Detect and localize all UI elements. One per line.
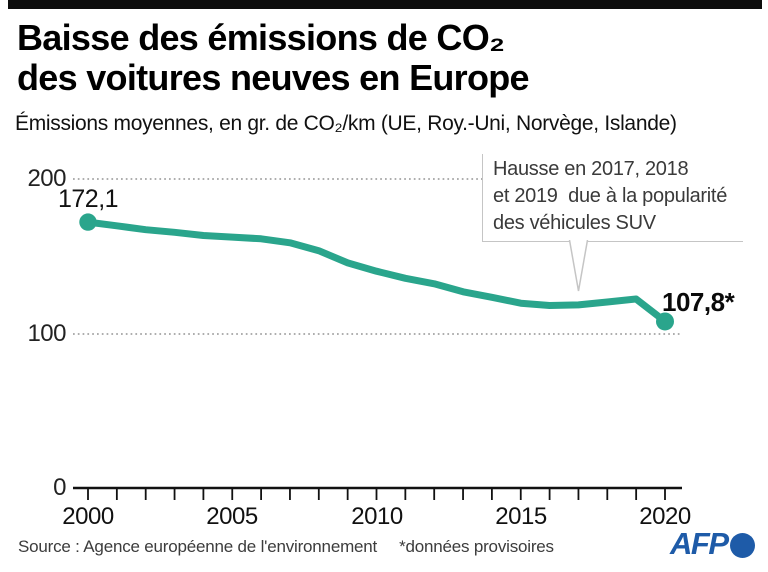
afp-logo-text: AFP <box>670 526 729 561</box>
x-tick-2020: 2020 <box>639 503 691 530</box>
annotation-line-1: Hausse en 2017, 2018 <box>493 158 689 180</box>
title-line-1: Baisse des émissions de CO₂ <box>17 17 505 58</box>
annotation-line-2: et 2019 due à la popularité <box>493 185 728 207</box>
start-data-point <box>79 213 97 231</box>
source-text: Source : Agence européenne de l'environn… <box>18 537 378 556</box>
start-value-label: 172,1 <box>58 185 119 213</box>
x-axis-ticks <box>87 488 666 500</box>
end-value-label: 107,8* <box>662 287 735 317</box>
y-tick-0: 0 <box>53 474 66 501</box>
provisional-data-note: *données provisoires <box>399 537 554 556</box>
x-tick-2010: 2010 <box>351 503 403 530</box>
chart-subtitle: Émissions moyennes, en gr. de CO₂/km (UE… <box>15 112 677 135</box>
end-data-point <box>656 312 674 331</box>
y-tick-200: 200 <box>27 165 66 192</box>
title-line-2: des voitures neuves en Europe <box>17 57 530 98</box>
annotation-line-3: des véhicules SUV <box>493 212 656 234</box>
y-tick-100: 100 <box>27 320 66 347</box>
afp-logo-circle-icon <box>729 532 755 558</box>
top-accent-bar <box>8 0 762 9</box>
callout-pointer-tail <box>568 240 589 292</box>
afp-logo: AFP <box>670 528 755 559</box>
line-chart <box>73 178 682 500</box>
emissions-line-series <box>84 218 669 325</box>
suv-annotation-callout: Hausse en 2017, 2018 et 2019 due à la po… <box>482 154 743 242</box>
source-line: Source : Agence européenne de l'environn… <box>18 537 554 557</box>
x-tick-2005: 2005 <box>206 503 258 530</box>
x-tick-2015: 2015 <box>495 503 547 530</box>
page-title: Baisse des émissions de CO₂ des voitures… <box>17 18 737 98</box>
x-tick-2000: 2000 <box>62 503 114 530</box>
